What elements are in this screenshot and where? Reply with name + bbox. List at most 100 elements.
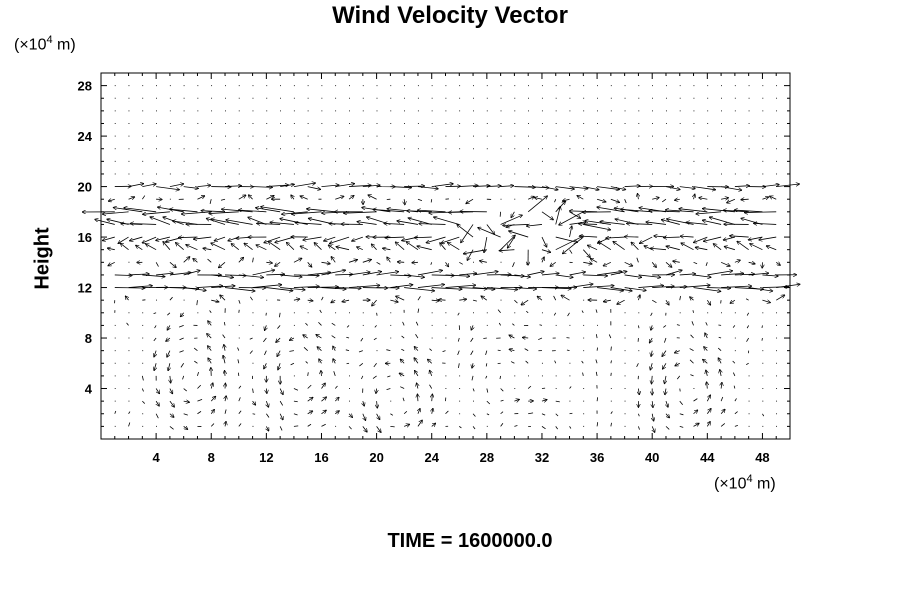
vector-arrow	[372, 299, 377, 306]
vector-arrow	[527, 385, 532, 389]
vector-arrow	[363, 401, 364, 406]
vector-arrow	[541, 426, 546, 430]
vector-arrow	[280, 388, 283, 395]
vector-arrow	[707, 421, 710, 427]
vector-arrow	[390, 425, 395, 428]
vector-arrow	[624, 274, 642, 277]
vector-arrow	[362, 185, 380, 186]
vector-arrow	[734, 424, 738, 427]
vector-arrow	[128, 411, 131, 414]
vector-arrow	[762, 287, 788, 288]
vector-arrow	[114, 410, 117, 414]
vector-arrow	[746, 312, 750, 316]
vector-arrow	[679, 285, 710, 288]
vector-arrow	[582, 372, 584, 376]
vector-arrow	[182, 375, 185, 380]
time-annotation: TIME = 1600000.0	[387, 530, 553, 552]
vector-arrow	[266, 185, 288, 187]
vector-arrow	[745, 298, 749, 301]
vector-arrow	[321, 262, 330, 263]
vector-arrow	[402, 321, 405, 326]
vector-arrow	[417, 270, 443, 276]
vector-arrow	[374, 325, 377, 328]
vector-arrow	[652, 401, 653, 408]
vector-arrow	[555, 236, 584, 251]
vector-arrow	[211, 274, 233, 278]
vector-arrow	[342, 300, 350, 302]
vector-arrow	[775, 262, 780, 265]
vector-arrow	[624, 287, 647, 291]
vector-arrow	[732, 325, 736, 328]
vector-arrow	[759, 236, 777, 240]
vector-arrow	[401, 335, 405, 339]
vector-arrow	[717, 347, 722, 351]
vector-arrow	[555, 274, 573, 277]
vector-arrow	[744, 212, 777, 213]
vector-arrow	[649, 211, 680, 212]
vector-arrow	[509, 231, 529, 238]
vector-arrow	[317, 347, 322, 351]
vector-arrow	[129, 236, 143, 241]
vector-arrow	[445, 285, 476, 288]
vector-arrow	[178, 325, 184, 328]
vector-arrow	[183, 187, 199, 189]
vector-arrow	[705, 262, 708, 267]
vector-arrow	[447, 242, 460, 251]
vector-arrow	[703, 359, 708, 364]
vector-arrow	[528, 196, 534, 199]
vector-arrow	[275, 261, 281, 266]
vector-arrow	[514, 425, 518, 427]
vector-arrow	[541, 413, 546, 416]
vector-arrow	[431, 288, 462, 290]
vector-arrow	[595, 359, 598, 364]
vector-arrow	[358, 350, 363, 353]
vector-arrow	[225, 421, 226, 427]
vector-arrow	[321, 185, 338, 187]
vector-arrow	[538, 337, 543, 341]
vector-arrow	[357, 247, 363, 250]
vector-arrow	[183, 401, 190, 402]
vector-arrow	[169, 184, 184, 187]
vector-arrow	[266, 401, 268, 407]
vector-arrow	[690, 297, 694, 300]
vector-arrow	[175, 243, 184, 250]
vector-arrow	[675, 363, 680, 366]
vector-arrow	[598, 242, 612, 251]
vector-arrow	[279, 400, 284, 406]
vector-arrow	[721, 186, 742, 191]
vector-arrow	[610, 287, 632, 291]
vector-arrow	[541, 273, 559, 275]
vector-arrow	[652, 198, 659, 200]
vector-arrow	[249, 337, 253, 340]
vector-arrow	[577, 196, 584, 200]
vector-arrow	[542, 257, 544, 263]
vector-arrow	[707, 288, 730, 289]
vector-arrow	[432, 394, 433, 402]
vector-arrow	[597, 287, 623, 291]
vector-arrow	[679, 209, 708, 213]
vector-arrow	[248, 217, 267, 225]
vector-arrow	[222, 334, 226, 339]
vector-arrow	[514, 299, 518, 304]
vector-arrow	[197, 286, 222, 288]
vector-arrow	[472, 299, 477, 302]
vector-arrow	[431, 184, 454, 187]
vector-arrow	[610, 346, 612, 351]
vector-arrow	[238, 274, 264, 278]
vector-arrow	[155, 413, 159, 419]
vector-arrow	[417, 308, 420, 313]
x-tick-label: 28	[480, 450, 494, 465]
vector-arrow	[734, 274, 755, 275]
vector-arrow	[404, 274, 424, 277]
vector-arrow	[207, 258, 212, 263]
vector-arrow	[335, 288, 361, 289]
vector-arrow	[321, 383, 325, 389]
vector-arrow	[528, 271, 544, 276]
vector-arrow	[414, 370, 419, 377]
x-tick-label: 32	[535, 450, 549, 465]
x-tick-label: 36	[590, 450, 604, 465]
vector-arrow	[553, 312, 557, 316]
vector-arrow	[649, 337, 652, 343]
vector-arrow	[406, 242, 419, 251]
vector-arrow	[486, 413, 490, 416]
